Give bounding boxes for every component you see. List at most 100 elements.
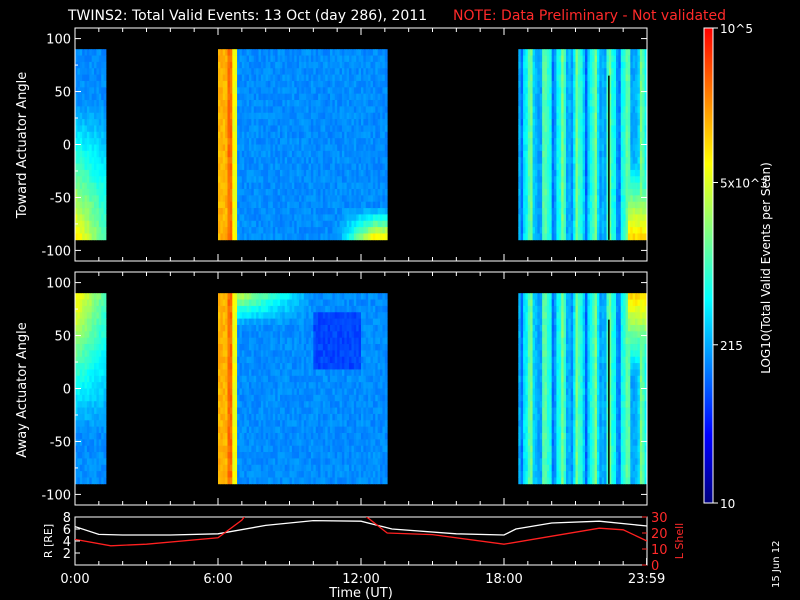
- heatmap-cell: [594, 195, 598, 203]
- heatmap-cell: [79, 439, 83, 447]
- heatmap-cell: [275, 233, 278, 241]
- heatmap-cell: [551, 195, 555, 203]
- heatmap-cell: [229, 100, 233, 107]
- heatmap-cell: [353, 125, 357, 133]
- heatmap-cell: [368, 233, 371, 241]
- heatmap-cell: [623, 55, 626, 63]
- heatmap-cell: [546, 49, 550, 56]
- heatmap-cell: [229, 471, 233, 478]
- heatmap-cell: [630, 131, 634, 139]
- heatmap-cell: [98, 68, 102, 75]
- heatmap-cell: [358, 188, 362, 196]
- heatmap-cell: [332, 87, 336, 95]
- heatmap-cell: [322, 208, 326, 215]
- heatmap-cell: [523, 119, 526, 126]
- heatmap-cell: [258, 201, 262, 209]
- heatmap-cell: [239, 382, 243, 389]
- heatmap-cell: [77, 214, 81, 222]
- heatmap-cell: [327, 119, 331, 126]
- heatmap-cell: [639, 163, 643, 171]
- heatmap-cell: [596, 55, 600, 63]
- heatmap-cell: [563, 188, 567, 196]
- heatmap-cell: [291, 138, 295, 145]
- heatmap-cell: [244, 471, 247, 478]
- heatmap-cell: [225, 452, 228, 459]
- heatmap-cell: [94, 157, 97, 164]
- heatmap-cell: [341, 208, 345, 215]
- heatmap-cell: [320, 100, 324, 107]
- heatmap-cell: [618, 80, 622, 88]
- heatmap-cell: [220, 382, 224, 389]
- heatmap-cell: [339, 61, 343, 69]
- heatmap-cell: [244, 344, 247, 351]
- heatmap-cell: [382, 182, 386, 190]
- heatmap-cell: [227, 407, 231, 415]
- heatmap-cell: [625, 233, 629, 241]
- heatmap-cell: [635, 144, 638, 152]
- heatmap-cell: [587, 176, 591, 184]
- heatmap-cell: [527, 93, 531, 101]
- heatmap-cell: [575, 150, 579, 158]
- heatmap-cell: [86, 182, 90, 190]
- heatmap-cell: [630, 80, 634, 88]
- heatmap-cell: [570, 157, 574, 164]
- heatmap-cell: [346, 157, 350, 164]
- heatmap-cell: [232, 220, 236, 228]
- heatmap-cell: [222, 188, 226, 196]
- heatmap-cell: [227, 87, 231, 95]
- heatmap-cell: [518, 74, 522, 82]
- heatmap-cell: [310, 125, 314, 133]
- heatmap-cell: [561, 176, 564, 184]
- heatmap-cell: [589, 214, 593, 222]
- heatmap-cell: [589, 74, 593, 82]
- heatmap-cell: [239, 401, 243, 408]
- heatmap-cell: [384, 201, 388, 209]
- heatmap-cell: [96, 420, 100, 428]
- heatmap-cell: [518, 131, 522, 139]
- heatmap-cell: [532, 100, 536, 107]
- heatmap-cell: [237, 375, 240, 383]
- heatmap-cell: [613, 208, 617, 215]
- heatmap-cell: [616, 188, 619, 196]
- heatmap-cell: [632, 195, 636, 203]
- heatmap-cell: [268, 93, 271, 101]
- heatmap-cell: [320, 182, 324, 190]
- heatmap-cell: [368, 100, 371, 107]
- heatmap-cell: [306, 214, 309, 222]
- heatmap-cell: [370, 169, 374, 177]
- heatmap-cell: [296, 144, 300, 152]
- heatmap-cell: [330, 208, 333, 215]
- heatmap-cell: [380, 195, 383, 203]
- heatmap-cell: [77, 420, 81, 428]
- heatmap-cell: [337, 87, 340, 95]
- heatmap-cell: [608, 195, 612, 203]
- heatmap-cell: [96, 331, 100, 339]
- heatmap-cell: [246, 93, 250, 101]
- heatmap-cell: [627, 100, 631, 107]
- heatmap-cell: [218, 176, 221, 184]
- heatmap-cell: [618, 163, 622, 171]
- heatmap-cell: [220, 458, 224, 466]
- heatmap-cell: [234, 182, 238, 190]
- heatmap-cell: [94, 432, 97, 440]
- heatmap-cell: [218, 394, 221, 402]
- heatmap-cell: [79, 452, 83, 459]
- heatmap-cell: [77, 344, 81, 351]
- heatmap-cell: [520, 150, 524, 158]
- heatmap-cell: [291, 208, 295, 215]
- heatmap-cell: [287, 176, 290, 184]
- heatmap-cell: [218, 144, 221, 152]
- heatmap-cell: [558, 131, 562, 139]
- heatmap-cell: [265, 201, 269, 209]
- heatmap-cell: [248, 195, 252, 203]
- heatmap-cell: [284, 220, 288, 228]
- heatmap-cell: [96, 144, 100, 152]
- heatmap-cell: [218, 445, 221, 453]
- heatmap-cell: [573, 150, 576, 158]
- heatmap-cell: [270, 93, 274, 101]
- heatmap-cell: [361, 163, 364, 171]
- heatmap-cell: [101, 201, 104, 209]
- heatmap-cell: [229, 68, 233, 75]
- heatmap-cell: [239, 318, 243, 326]
- heatmap-cell: [258, 55, 262, 63]
